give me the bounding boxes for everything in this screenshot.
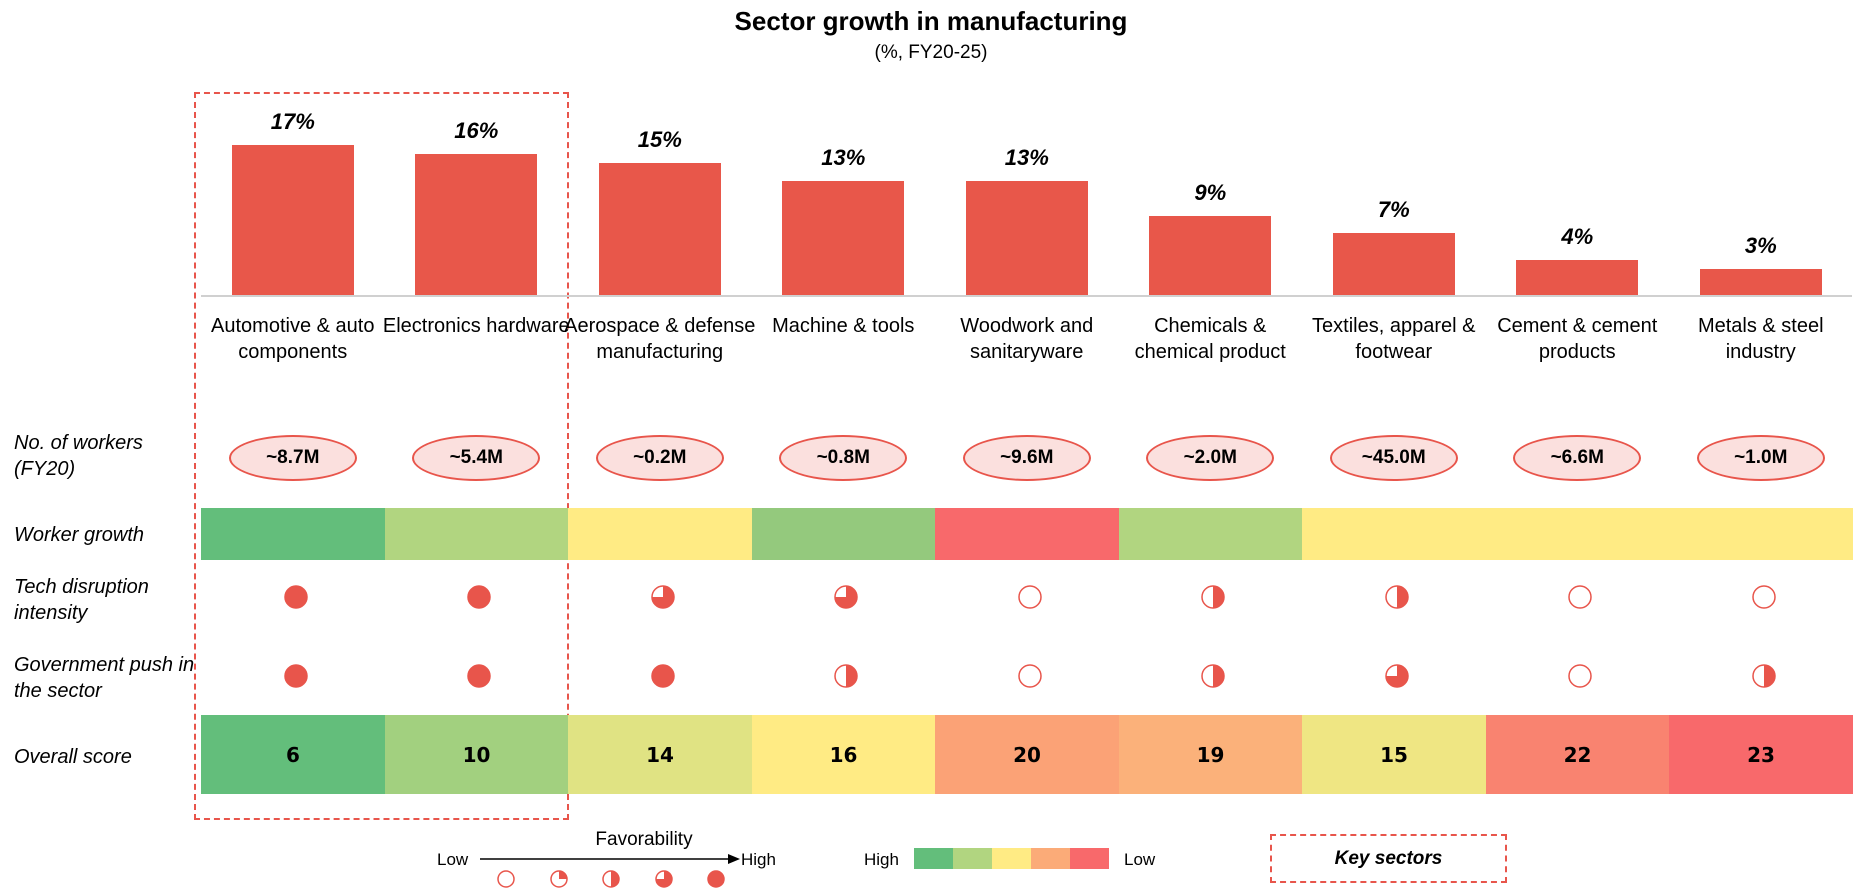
harvey-ball — [1201, 664, 1225, 688]
row-label: Overall score — [14, 746, 132, 768]
worker-growth-cell — [201, 508, 385, 560]
harvey-ball — [707, 870, 725, 888]
harvey-ball — [1018, 585, 1042, 609]
worker-growth-cell — [568, 508, 752, 560]
harvey-ball — [467, 585, 491, 609]
bar — [1699, 268, 1822, 295]
value-label: 16% — [454, 118, 499, 144]
bar — [231, 145, 354, 295]
worker-count: ~9.6M — [962, 435, 1091, 481]
overall-score-cell: 22 — [1485, 715, 1670, 794]
worker-growth-cell — [1302, 508, 1486, 560]
row-label: Government push in the sector — [14, 654, 195, 702]
value-label: 13% — [1004, 144, 1049, 170]
harvey-ball — [1385, 585, 1409, 609]
harvey-ball — [284, 585, 308, 609]
bar — [782, 180, 905, 295]
key-sectors-box — [194, 92, 569, 820]
harvey-ball — [1018, 664, 1042, 688]
axis-line — [201, 295, 1852, 297]
harvey-ball — [834, 585, 858, 609]
category-label: Textiles, apparel & footwear — [1312, 315, 1476, 363]
color-legend-swatch — [953, 848, 992, 869]
worker-growth-cell — [1669, 508, 1853, 560]
category-label: Chemicals & chemical product — [1134, 315, 1286, 363]
legend-low: Low — [437, 850, 469, 869]
color-legend-high: High — [864, 850, 899, 869]
harvey-ball — [651, 664, 675, 688]
worker-count: ~6.6M — [1513, 435, 1642, 481]
harvey-ball — [1201, 585, 1225, 609]
bar — [965, 180, 1088, 295]
key-sectors-legend: Key sectors — [1270, 834, 1507, 883]
overall-score-cell: 10 — [384, 715, 569, 794]
value-label: 17% — [270, 109, 315, 135]
value-label: 13% — [821, 144, 866, 170]
value-label: 7% — [1377, 197, 1410, 223]
worker-growth-cell — [1485, 508, 1670, 560]
category-label: Aerospace & defense manufacturing — [564, 315, 756, 363]
color-legend-low: Low — [1124, 850, 1156, 869]
worker-count: ~0.8M — [779, 435, 908, 481]
harvey-ball — [497, 870, 515, 888]
worker-count: ~1.0M — [1696, 435, 1825, 481]
worker-count: ~0.2M — [595, 435, 724, 481]
value-label: 4% — [1561, 223, 1594, 249]
harvey-ball — [284, 664, 308, 688]
color-legend-swatch — [1070, 848, 1109, 869]
category-label: Machine & tools — [772, 315, 915, 337]
harvey-ball — [654, 870, 673, 888]
value-label: 3% — [1744, 232, 1777, 258]
overall-score-cell: 19 — [1118, 715, 1303, 794]
value-label: 9% — [1194, 179, 1227, 205]
category-label: Automotive & auto components — [211, 315, 375, 363]
overall-score-cell: 23 — [1669, 715, 1853, 794]
harvey-ball — [602, 870, 620, 888]
harvey-ball — [1752, 664, 1776, 688]
harvey-ball — [1568, 664, 1592, 688]
worker-count: ~5.4M — [412, 435, 541, 481]
row-label: No. of workers (FY20) — [14, 432, 143, 480]
color-legend-swatch — [1031, 848, 1070, 869]
harvey-ball — [549, 870, 568, 888]
harvey-ball — [1752, 585, 1776, 609]
worker-growth-cell — [935, 508, 1119, 560]
bar — [415, 154, 538, 295]
chart-subtitle: (%, FY20-25) — [874, 42, 988, 63]
color-legend-swatch — [914, 848, 953, 869]
category-label: Metals & steel industry — [1697, 315, 1824, 363]
bar — [1149, 215, 1272, 295]
legend-high: High — [741, 850, 776, 869]
bar — [1516, 259, 1639, 295]
legend-title: Favorability — [595, 829, 693, 850]
worker-count: ~8.7M — [228, 435, 357, 481]
harvey-ball — [1385, 664, 1409, 688]
overall-score-cell: 14 — [568, 715, 752, 794]
category-label: Woodwork and sanitaryware — [960, 315, 1094, 363]
bar — [1332, 233, 1455, 295]
bar — [598, 163, 721, 295]
worker-growth-cell — [1118, 508, 1303, 560]
overall-score-cell: 6 — [201, 715, 385, 794]
chart-title: Sector growth in manufacturing — [734, 6, 1128, 36]
worker-count: ~45.0M — [1329, 435, 1458, 481]
harvey-ball — [834, 664, 858, 688]
overall-score-cell: 16 — [751, 715, 936, 794]
harvey-ball — [1568, 585, 1592, 609]
harvey-ball — [467, 664, 491, 688]
harvey-ball — [651, 585, 675, 609]
row-label: Tech disruption intensity — [14, 576, 149, 624]
worker-growth-cell — [751, 508, 936, 560]
worker-growth-cell — [384, 508, 569, 560]
overall-score-cell: 15 — [1302, 715, 1486, 794]
worker-count: ~2.0M — [1146, 435, 1275, 481]
value-label: 15% — [637, 127, 682, 152]
row-label: Worker growth — [14, 524, 145, 546]
category-label: Electronics hardware — [382, 315, 570, 337]
category-label: Cement & cement products — [1497, 315, 1658, 363]
color-legend-swatch — [992, 848, 1031, 869]
legend-arrow — [480, 854, 740, 864]
overall-score-cell: 20 — [935, 715, 1119, 794]
